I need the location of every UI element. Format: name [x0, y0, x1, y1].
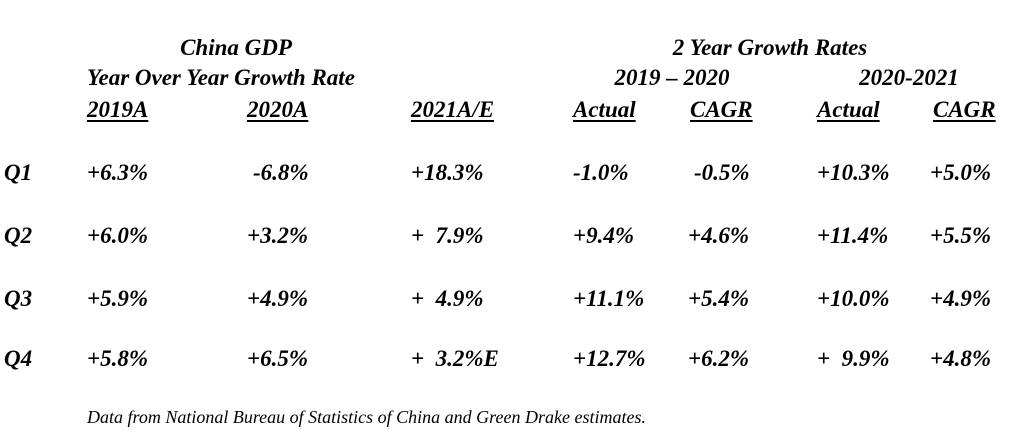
table-cell: +6.2%	[688, 346, 750, 371]
footnote: Data from National Bureau of Statistics …	[87, 407, 646, 427]
table-cell: +11.1%	[573, 286, 645, 311]
table-cell: +5.9%	[87, 286, 149, 311]
table-cell: +18.3%	[411, 160, 484, 185]
left-title-line1: China GDP	[180, 35, 292, 60]
column-header-2021ae: 2021A/E	[411, 97, 495, 122]
column-header-actual-2019-2020: Actual	[573, 97, 636, 122]
table-cell: +10.0%	[817, 286, 890, 311]
table-cell: +4.8%	[930, 346, 992, 371]
period-2019-2020: 2019 – 2020	[614, 65, 730, 90]
table-cell: +5.0%	[930, 160, 992, 185]
period-2020-2021: 2020-2021	[859, 65, 959, 90]
column-header-cagr-2019-2020: CAGR	[690, 97, 753, 122]
row-label-q2: Q2	[4, 223, 33, 248]
table-cell: +11.4%	[817, 223, 889, 248]
table-cell: +5.8%	[87, 346, 149, 371]
table-cell: +4.9%	[247, 286, 309, 311]
table-cell: +5.4%	[688, 286, 750, 311]
table-cell: +5.5%	[930, 223, 992, 248]
column-header-actual-2020-2021: Actual	[817, 97, 880, 122]
table-cell: + 9.9%	[817, 346, 890, 371]
table-cell: + 4.9%	[411, 286, 484, 311]
row-label-q4: Q4	[4, 346, 33, 371]
table-cell: + 3.2%E	[411, 346, 499, 371]
table-cell: -1.0%	[573, 160, 629, 185]
table-cell: +10.3%	[817, 160, 890, 185]
table-cell: +4.6%	[688, 223, 750, 248]
table-cell: -6.8%	[253, 160, 309, 185]
left-title-line2: Year Over Year Growth Rate	[87, 65, 355, 90]
row-label-q3: Q3	[4, 286, 33, 311]
table-cell: +12.7%	[573, 346, 646, 371]
table-cell: +4.9%	[930, 286, 992, 311]
column-header-2020a: 2020A	[247, 97, 309, 122]
column-header-2019a: 2019A	[87, 97, 149, 122]
table-cell: +3.2%	[247, 223, 309, 248]
table-cell: -0.5%	[694, 160, 750, 185]
table-cell: +6.5%	[247, 346, 309, 371]
table-cell: +9.4%	[573, 223, 635, 248]
column-header-cagr-2020-2021: CAGR	[933, 97, 996, 122]
right-title-line1: 2 Year Growth Rates	[672, 35, 868, 60]
row-label-q1: Q1	[4, 160, 33, 185]
table-cell: +6.3%	[87, 160, 149, 185]
table-cell: + 7.9%	[411, 223, 484, 248]
table-cell: +6.0%	[87, 223, 149, 248]
